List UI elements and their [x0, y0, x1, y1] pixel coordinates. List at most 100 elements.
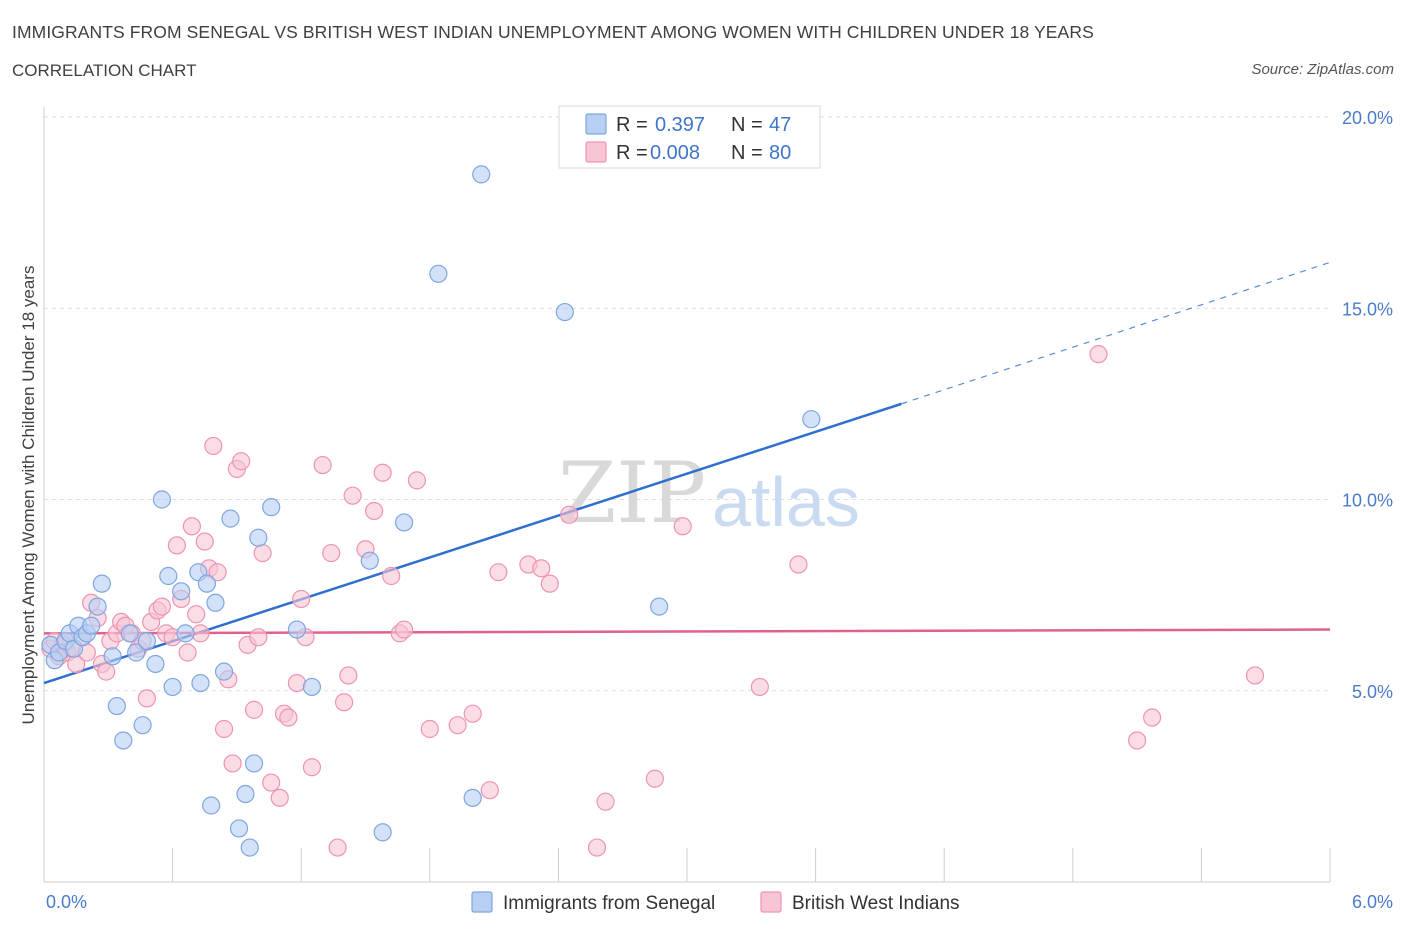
bottom-legend-label-senegal: Immigrants from Senegal — [503, 893, 715, 914]
point-bwi-76 — [596, 792, 615, 811]
legend-r-label-senegal: R = — [616, 114, 648, 136]
point-bwi-50 — [292, 589, 311, 609]
y-axis-label: Unemployment Among Women with Children U… — [19, 266, 38, 725]
point-bwi-66 — [420, 719, 439, 739]
point-bwi-62 — [382, 566, 401, 586]
points-british-west-indians — [41, 345, 1265, 857]
point-senegal-17 — [133, 716, 152, 735]
point-bwi-57 — [339, 666, 358, 685]
point-senegal-26 — [191, 673, 210, 693]
x-tick-labels: 0.0% 6.0% — [46, 892, 1393, 912]
point-bwi-29 — [182, 517, 201, 536]
legend-r-label-bwi: R = — [616, 142, 648, 164]
point-bwi-26 — [167, 536, 186, 555]
point-bwi-45 — [262, 773, 281, 792]
point-bwi-38 — [223, 754, 242, 773]
point-bwi-53 — [313, 455, 332, 475]
point-senegal-48 — [802, 410, 821, 429]
point-senegal-34 — [240, 838, 259, 857]
point-bwi-55 — [328, 838, 347, 857]
point-bwi-74 — [560, 505, 579, 524]
point-bwi-61 — [373, 463, 392, 482]
legend-n-value-bwi: 80 — [769, 142, 791, 164]
bottom-legend: Immigrants from Senegal British West Ind… — [471, 891, 960, 914]
point-senegal-28 — [202, 796, 221, 815]
point-senegal-22 — [163, 677, 182, 697]
point-bwi-32 — [195, 532, 214, 551]
point-bwi-82 — [1127, 731, 1147, 750]
grid-lines — [44, 116, 1330, 692]
point-senegal-21 — [159, 566, 178, 586]
point-bwi-84 — [1245, 666, 1265, 685]
point-bwi-34 — [204, 436, 223, 456]
point-bwi-78 — [673, 517, 692, 536]
point-senegal-41 — [373, 823, 392, 842]
legend-r-value-senegal: 0.397 — [655, 114, 705, 136]
legend-n-label-senegal: N = — [731, 114, 763, 136]
bottom-legend-swatch-bwi — [760, 891, 782, 913]
point-bwi-72 — [532, 559, 551, 578]
point-bwi-43 — [249, 628, 268, 647]
point-senegal-24 — [176, 624, 195, 643]
point-bwi-20 — [137, 689, 156, 708]
point-senegal-9 — [82, 616, 101, 635]
point-bwi-56 — [334, 693, 354, 712]
points-immigrants-from-senegal — [41, 165, 821, 857]
point-bwi-54 — [322, 543, 341, 563]
point-bwi-48 — [279, 708, 298, 727]
point-bwi-58 — [343, 486, 362, 505]
y-tick-label-1: 10.0% — [1342, 491, 1393, 511]
point-bwi-52 — [302, 758, 322, 777]
point-bwi-80 — [789, 555, 808, 574]
point-bwi-75 — [587, 838, 607, 857]
point-senegal-39 — [302, 677, 322, 697]
point-senegal-15 — [120, 624, 139, 643]
point-bwi-12 — [97, 662, 116, 681]
point-senegal-30 — [214, 662, 234, 681]
trend-line-senegal-extension — [901, 261, 1331, 405]
point-senegal-42 — [394, 513, 414, 532]
point-senegal-19 — [146, 654, 165, 674]
point-bwi-35 — [208, 563, 227, 582]
point-senegal-35 — [244, 754, 264, 773]
point-bwi-70 — [489, 563, 508, 582]
point-bwi-79 — [750, 677, 769, 697]
point-bwi-44 — [253, 543, 272, 563]
trend-line-bwi — [43, 628, 1331, 635]
point-bwi-30 — [187, 605, 206, 624]
point-senegal-33 — [236, 784, 255, 804]
point-senegal-38 — [287, 620, 307, 639]
point-bwi-81 — [1089, 345, 1108, 364]
y-tick-label-0: 5.0% — [1352, 682, 1393, 702]
point-senegal-29 — [206, 593, 225, 612]
watermark-atlas: atlas — [712, 463, 860, 541]
point-senegal-40 — [360, 551, 379, 570]
point-senegal-27 — [197, 574, 216, 593]
point-senegal-47 — [650, 597, 669, 616]
point-senegal-45 — [472, 165, 491, 184]
y-tick-label-3: 20.0% — [1342, 108, 1393, 128]
point-bwi-67 — [448, 716, 467, 735]
point-bwi-65 — [407, 471, 427, 490]
point-senegal-14 — [114, 731, 133, 750]
point-senegal-11 — [92, 574, 111, 593]
point-bwi-68 — [463, 704, 482, 723]
point-senegal-23 — [172, 582, 191, 601]
point-senegal-37 — [262, 498, 281, 517]
legend-swatch-senegal — [585, 113, 607, 135]
point-bwi-64 — [394, 620, 414, 639]
legend-swatch-bwi — [585, 141, 607, 163]
point-senegal-12 — [103, 647, 122, 666]
x-tick-label-1: 6.0% — [1352, 892, 1393, 912]
point-senegal-20 — [152, 490, 171, 509]
legend-n-value-senegal: 47 — [769, 114, 791, 136]
bottom-legend-swatch-senegal — [471, 891, 493, 913]
point-senegal-32 — [229, 819, 249, 838]
point-bwi-77 — [645, 769, 664, 788]
point-bwi-28 — [178, 643, 197, 662]
point-bwi-23 — [152, 597, 171, 616]
point-senegal-13 — [107, 696, 126, 716]
axes — [43, 107, 1331, 883]
y-tick-label-2: 15.0% — [1342, 299, 1393, 319]
